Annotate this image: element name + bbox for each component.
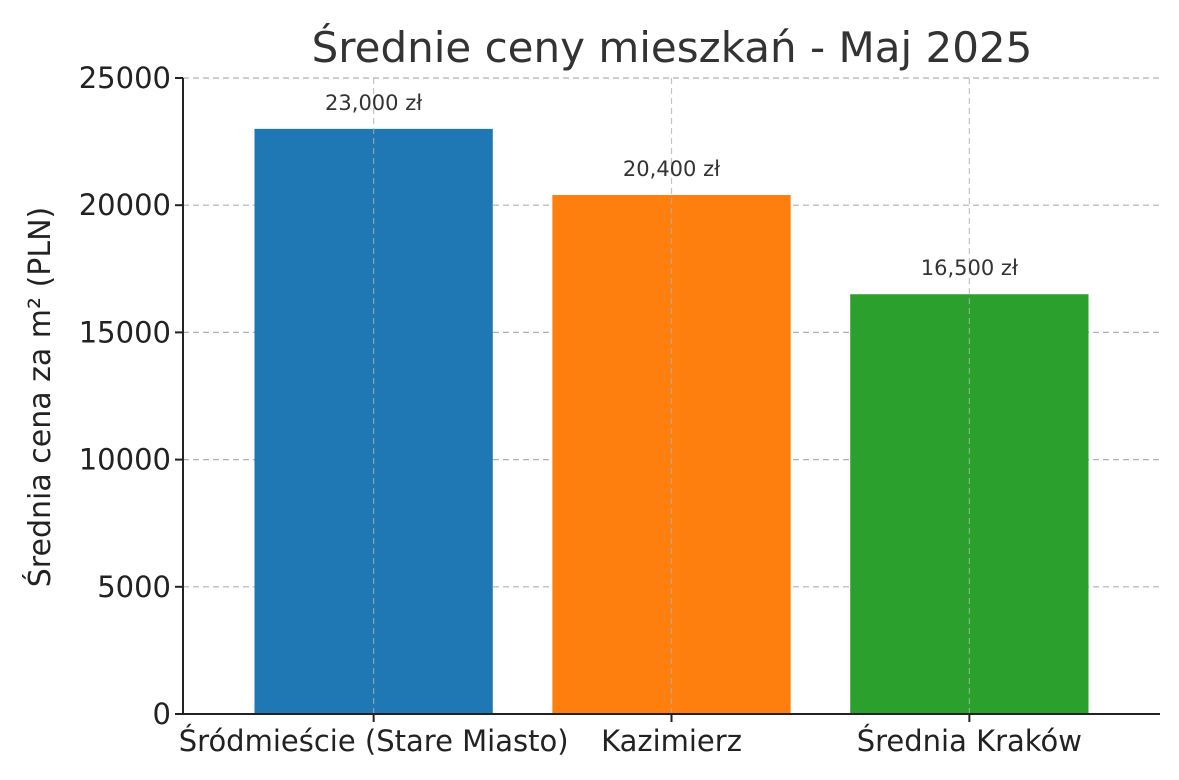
bar-value-label: 16,500 zł (921, 256, 1018, 280)
y-tick-label: 5000 (97, 570, 171, 604)
bar-value-label: 23,000 zł (325, 91, 422, 115)
y-tick-label: 25000 (79, 61, 171, 95)
chart-title: Średnie ceny mieszkań - Maj 2025 (312, 22, 1033, 72)
bar (850, 294, 1089, 714)
bar-value-labels: 23,000 zł 20,400 zł 16,500 zł (325, 91, 1018, 280)
y-tick-label: 20000 (79, 188, 171, 222)
y-tick-label: 0 (153, 697, 171, 731)
x-tick-label: Średnia Kraków (857, 724, 1082, 758)
bar-value-label: 20,400 zł (623, 157, 720, 181)
x-ticks: Śródmieście (Stare Miasto) Kazimierz Średn… (179, 714, 1082, 758)
x-tick-label: Śródmieście (Stare Miasto) (179, 724, 569, 758)
y-ticks: 0 5000 10000 15000 20000 25000 (79, 61, 183, 731)
y-tick-label: 15000 (79, 315, 171, 349)
y-axis-label: Średnia cena za m² (PLN) (21, 207, 58, 587)
vertical-grid-lines (373, 78, 970, 714)
x-tick-label: Kazimierz (601, 724, 742, 758)
y-tick-label: 10000 (79, 443, 171, 477)
